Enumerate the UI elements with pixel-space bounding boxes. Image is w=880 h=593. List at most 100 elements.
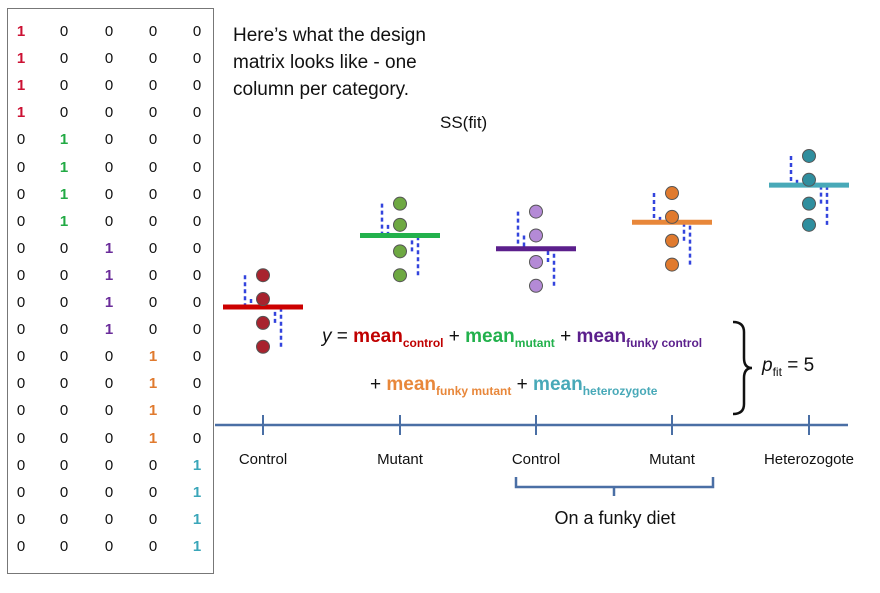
matrix-cell: 0 — [104, 212, 114, 230]
data-point — [665, 257, 679, 272]
matrix-cell: 1 — [59, 131, 69, 149]
matrix-cell: 0 — [16, 510, 26, 528]
design-matrix — [7, 8, 214, 574]
p-fit-label: pfit = 5 — [762, 355, 815, 379]
matrix-cell: 0 — [104, 375, 114, 393]
equation-line-1: y = meancontrol + meanmutant + meanfunky… — [322, 326, 702, 350]
eq-mean-funky-control: meanfunky control — [576, 326, 703, 350]
matrix-cell: 0 — [104, 131, 114, 149]
matrix-cell: 1 — [59, 185, 69, 203]
matrix-cell: 0 — [59, 321, 69, 339]
matrix-cell: 1 — [16, 77, 26, 95]
matrix-cell: 0 — [59, 348, 69, 366]
matrix-cell: 1 — [192, 537, 202, 555]
description-text: Here’s what the design matrix looks like… — [233, 25, 426, 100]
ss-fit-label: SS(fit) — [440, 113, 488, 132]
data-point — [256, 268, 270, 283]
matrix-cell: 0 — [16, 375, 26, 393]
data-point — [802, 172, 816, 187]
matrix-cell: 0 — [59, 456, 69, 474]
matrix-cell: 0 — [148, 131, 158, 149]
matrix-cell: 0 — [148, 185, 158, 203]
eq-mean-mutant: meanmutant — [465, 326, 555, 350]
eq-plus-2: + — [560, 326, 572, 347]
matrix-cell: 0 — [104, 402, 114, 420]
matrix-cell: 0 — [104, 23, 114, 40]
data-point — [665, 186, 679, 201]
matrix-cell: 0 — [192, 402, 202, 420]
matrix-cell: 0 — [16, 266, 26, 284]
matrix-cell: 0 — [192, 348, 202, 366]
matrix-cell: 0 — [59, 104, 69, 122]
matrix-cell: 0 — [104, 185, 114, 203]
matrix-cell: 0 — [192, 104, 202, 122]
matrix-cell: 0 — [192, 429, 202, 447]
matrix-cell: 0 — [104, 77, 114, 95]
matrix-cell: 0 — [16, 321, 26, 339]
data-point — [393, 268, 407, 283]
matrix-cell: 0 — [104, 348, 114, 366]
matrix-cell: 0 — [192, 375, 202, 393]
matrix-cell: 0 — [192, 23, 202, 40]
matrix-cell: 0 — [16, 294, 26, 311]
matrix-cell: 0 — [104, 50, 114, 68]
matrix-cell: 0 — [104, 510, 114, 528]
matrix-cell: 0 — [59, 375, 69, 393]
eq-mean-heterozygote: meanheterozygote — [533, 374, 658, 398]
matrix-cell: 0 — [192, 50, 202, 68]
data-point — [665, 233, 679, 248]
matrix-cell: 0 — [148, 483, 158, 501]
eq-plus-3: + — [370, 374, 382, 395]
data-point — [393, 244, 407, 259]
matrix-cell: 1 — [16, 104, 26, 122]
matrix-cell: 1 — [104, 239, 114, 257]
matrix-cell: 1 — [59, 158, 69, 176]
eq-mean-control: meancontrol — [353, 326, 444, 350]
eq-plus-1: + — [448, 326, 460, 347]
matrix-cell: 0 — [16, 429, 26, 447]
matrix-cell: 1 — [16, 23, 26, 40]
matrix-cell: 0 — [59, 50, 69, 68]
matrix-cell: 0 — [192, 294, 202, 311]
matrix-cell: 0 — [59, 537, 69, 555]
matrix-cell: 0 — [148, 23, 158, 40]
data-point — [529, 278, 543, 293]
matrix-cell: 0 — [148, 510, 158, 528]
matrix-cell: 1 — [16, 50, 26, 68]
data-point — [393, 196, 407, 211]
matrix-cell: 0 — [16, 158, 26, 176]
matrix-cell: 0 — [148, 294, 158, 311]
data-point — [393, 217, 407, 232]
matrix-cell: 0 — [59, 77, 69, 95]
matrix-cell: 0 — [104, 456, 114, 474]
eq-y: y — [322, 326, 332, 347]
matrix-cell: 0 — [59, 266, 69, 284]
eq-equals: = — [336, 326, 348, 347]
matrix-cell: 0 — [104, 537, 114, 555]
data-point — [256, 292, 270, 307]
matrix-cell: 0 — [192, 158, 202, 176]
matrix-cell: 0 — [148, 456, 158, 474]
matrix-cell: 1 — [148, 429, 158, 447]
matrix-cell: 0 — [192, 185, 202, 203]
matrix-cell: 1 — [59, 212, 69, 230]
matrix-cell: 0 — [59, 429, 69, 447]
matrix-cell: 1 — [104, 294, 114, 311]
matrix-cell: 0 — [16, 239, 26, 257]
eq-plus-4: + — [516, 374, 528, 395]
matrix-cell: 1 — [148, 402, 158, 420]
matrix-cell: 1 — [192, 483, 202, 501]
matrix-cell: 0 — [104, 429, 114, 447]
matrix-cell: 1 — [192, 510, 202, 528]
matrix-cell: 1 — [192, 456, 202, 474]
matrix-cell: 0 — [104, 483, 114, 501]
data-point — [802, 217, 816, 232]
matrix-cell: 0 — [16, 185, 26, 203]
data-point — [256, 339, 270, 354]
equation-brace — [732, 320, 753, 416]
matrix-cell: 0 — [148, 50, 158, 68]
matrix-cell: 0 — [59, 483, 69, 501]
data-point — [665, 209, 679, 224]
matrix-cell: 0 — [148, 537, 158, 555]
